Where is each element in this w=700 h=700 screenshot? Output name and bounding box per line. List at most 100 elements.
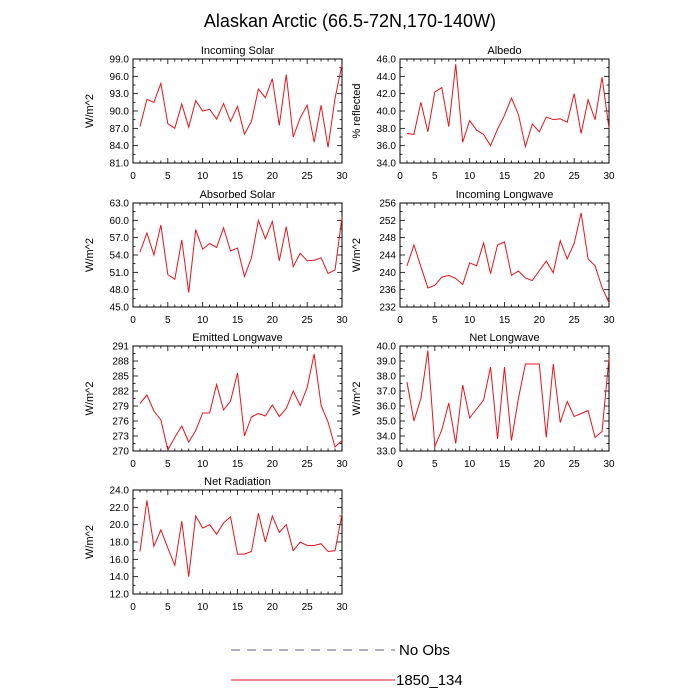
x-tick-label: 0 [130, 315, 136, 326]
x-axis: 0 5 10 15 20 25 30 [397, 59, 615, 182]
y-tick-label: 279 [112, 402, 129, 413]
panel-net-longwave: Net Longwave W/m^2 0 5 10 15 20 25 30 33.0 34.0 35.… [351, 332, 615, 470]
x-tick-label: 30 [603, 315, 615, 326]
y-tick-label: 22.0 [110, 503, 130, 514]
y-tick-label: 270 [112, 447, 129, 458]
y-axis: 81.0 84.0 87.0 90.0 93.0 96.0 99.0 [110, 55, 342, 170]
y-tick-label: 99.0 [110, 55, 130, 66]
x-tick-label: 15 [232, 171, 244, 182]
y-tick-label: 232 [379, 303, 396, 314]
x-tick-label: 10 [197, 315, 209, 326]
y-axis: 12.0 14.0 16.0 18.0 20.0 22.0 24.0 [110, 486, 342, 601]
y-axis-label: W/m^2 [84, 94, 96, 128]
x-tick-label: 0 [130, 171, 136, 182]
x-tick-label: 20 [267, 315, 279, 326]
x-tick-label: 0 [130, 459, 136, 470]
series-line-albedo [406, 64, 610, 149]
y-tick-label: 282 [112, 387, 129, 398]
series-line-incoming-longwave [406, 212, 610, 303]
y-tick-label: 40.0 [377, 342, 397, 353]
x-tick-label: 5 [165, 315, 171, 326]
x-tick-label: 30 [603, 459, 615, 470]
x-tick-label: 10 [197, 459, 209, 470]
y-tick-label: 45.0 [110, 303, 130, 314]
y-tick-label: 20.0 [110, 520, 130, 531]
panel-title: Net Longwave [469, 332, 539, 344]
y-tick-label: 57.0 [110, 233, 130, 244]
series-line-absorbed-solar [139, 217, 343, 293]
y-tick-label: 42.0 [377, 89, 397, 100]
legend: No Obs 1850_134 [231, 642, 463, 689]
y-tick-label: 240 [379, 268, 396, 279]
x-tick-label: 20 [267, 602, 279, 613]
series-line-emitted-longwave [139, 353, 343, 452]
panel-albedo: Albedo % reflected 0 5 10 15 20 25 30 34.0 36.0 38.… [351, 45, 615, 182]
x-tick-label: 20 [534, 459, 546, 470]
y-tick-label: 90.0 [110, 107, 130, 118]
series-line-net-longwave [406, 350, 610, 447]
y-axis-label: W/m^2 [351, 382, 363, 416]
y-tick-label: 36.0 [377, 402, 397, 413]
y-axis-label: % reflected [351, 83, 363, 138]
y-tick-label: 35.0 [377, 417, 397, 428]
x-tick-label: 25 [302, 171, 314, 182]
x-tick-label: 20 [534, 171, 546, 182]
legend-model-label: 1850_134 [396, 672, 463, 689]
x-tick-label: 5 [432, 459, 438, 470]
series-line-net-radiation [139, 500, 343, 577]
x-tick-label: 20 [267, 459, 279, 470]
x-tick-label: 0 [397, 171, 403, 182]
plot-frame [132, 58, 343, 164]
x-axis: 0 5 10 15 20 25 30 [130, 346, 348, 470]
x-axis: 0 5 10 15 20 25 30 [130, 203, 348, 326]
y-tick-label: 244 [379, 251, 396, 262]
y-tick-label: 34.0 [377, 159, 397, 170]
x-tick-label: 15 [499, 459, 511, 470]
panel-absorbed-solar: Absorbed Solar W/m^2 0 5 10 15 20 25 30 45.0 48.0 5… [84, 189, 348, 326]
y-axis: 270 273 276 279 282 285 288 291 [112, 342, 342, 458]
y-axis-label: W/m^2 [84, 525, 96, 559]
x-tick-label: 30 [336, 602, 348, 613]
x-tick-label: 15 [232, 315, 244, 326]
y-tick-label: 18.0 [110, 538, 130, 549]
y-tick-label: 63.0 [110, 199, 130, 210]
panel-net-radiation: Net Radiation W/m^2 0 5 10 15 20 25 30 12.0 14.0 16… [84, 476, 348, 613]
series-line-incoming-solar [139, 64, 343, 148]
panel-title: Emitted Longwave [192, 332, 283, 344]
x-tick-label: 15 [499, 315, 511, 326]
y-tick-label: 40.0 [377, 107, 397, 118]
panel-title: Incoming Solar [201, 45, 275, 57]
x-tick-label: 25 [302, 459, 314, 470]
x-tick-label: 25 [569, 315, 581, 326]
x-tick-label: 5 [432, 171, 438, 182]
x-tick-label: 30 [336, 459, 348, 470]
legend-obs-label: No Obs [399, 642, 450, 659]
x-tick-label: 20 [267, 171, 279, 182]
y-tick-label: 87.0 [110, 124, 130, 135]
x-tick-label: 25 [302, 315, 314, 326]
x-tick-label: 25 [302, 602, 314, 613]
y-tick-label: 37.0 [377, 387, 397, 398]
y-axis: 232 236 240 244 248 252 256 [379, 199, 609, 314]
y-tick-label: 54.0 [110, 251, 130, 262]
y-tick-label: 248 [379, 233, 396, 244]
panel-title: Absorbed Solar [200, 189, 276, 201]
y-tick-label: 12.0 [110, 590, 130, 601]
x-tick-label: 5 [165, 602, 171, 613]
x-tick-label: 0 [397, 459, 403, 470]
x-tick-label: 0 [130, 602, 136, 613]
x-tick-label: 10 [464, 315, 476, 326]
plot-frame [132, 489, 343, 595]
x-tick-label: 15 [232, 459, 244, 470]
y-tick-label: 252 [379, 216, 396, 227]
x-tick-label: 30 [336, 315, 348, 326]
x-axis: 0 5 10 15 20 25 30 [397, 346, 615, 470]
y-axis-label: W/m^2 [351, 238, 363, 272]
x-tick-label: 30 [603, 171, 615, 182]
x-tick-label: 10 [197, 171, 209, 182]
y-tick-label: 48.0 [110, 285, 130, 296]
y-axis-label: W/m^2 [84, 382, 96, 416]
